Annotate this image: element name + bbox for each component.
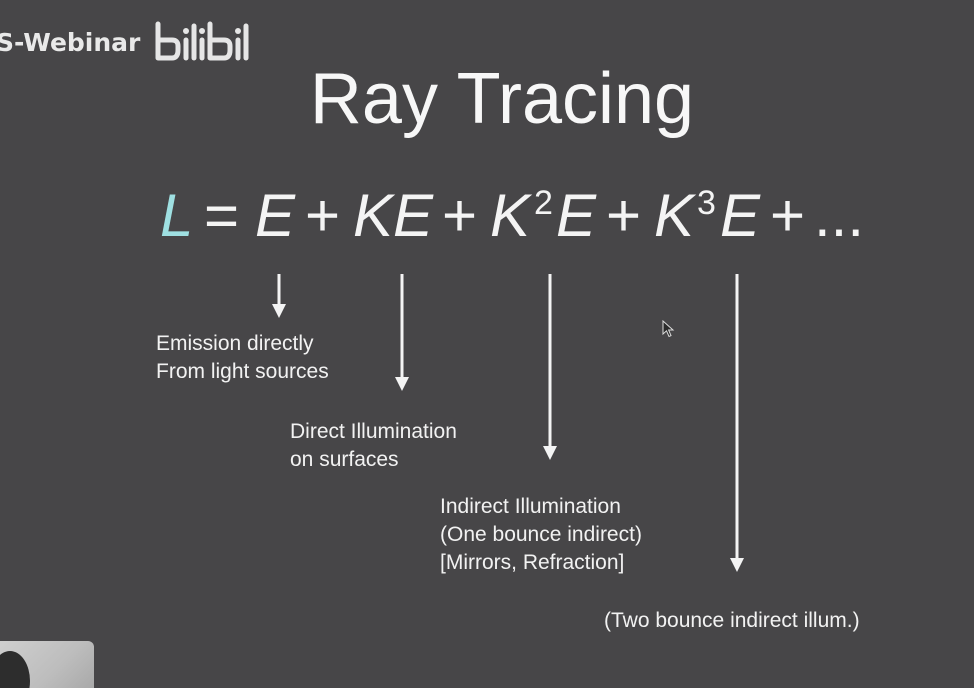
term-1-symbol: E xyxy=(255,182,296,249)
term-4-symbol: E xyxy=(720,182,761,249)
annotation-line: Indirect Illumination xyxy=(440,495,621,518)
arrow-down-icon xyxy=(730,274,744,572)
plus-2: + xyxy=(442,182,478,249)
equation-equals: = xyxy=(204,182,240,249)
watermark: S-Webinar xyxy=(0,20,254,64)
annotation-emission: Emission directly From light sources xyxy=(156,330,329,386)
term-4-coef: K xyxy=(654,182,695,249)
term-3-coef: K xyxy=(490,182,531,249)
annotation-line: Emission directly xyxy=(156,332,314,355)
term-2-symbol: E xyxy=(393,182,434,249)
annotation-direct: Direct Illumination on surfaces xyxy=(290,418,457,474)
annotation-indirect: Indirect Illumination (One bounce indire… xyxy=(440,493,642,577)
equation-lhs: L xyxy=(160,182,194,249)
mouse-pointer-icon xyxy=(662,320,675,338)
webcam-thumbnail xyxy=(0,641,94,688)
term-3-symbol: E xyxy=(556,182,597,249)
annotation-line: Direct Illumination xyxy=(290,420,457,443)
annotation-line: (Two bounce indirect illum.) xyxy=(604,609,860,632)
equation-ellipsis: ... xyxy=(814,182,865,249)
arrow-down-icon xyxy=(543,274,557,460)
arrow-down-icon xyxy=(395,274,409,391)
term-3-exponent: 2 xyxy=(534,184,553,222)
annotation-line: (One bounce indirect) xyxy=(440,523,642,546)
slide-title: Ray Tracing xyxy=(309,59,695,139)
plus-1: + xyxy=(305,182,341,249)
bilibili-logo-icon xyxy=(155,21,249,61)
annotation-line: on surfaces xyxy=(290,448,399,471)
watermark-text: S-Webinar xyxy=(0,27,141,57)
arrow-down-icon xyxy=(272,274,286,318)
plus-3: + xyxy=(606,182,642,249)
annotation-line: From light sources xyxy=(156,360,329,383)
term-4-exponent: 3 xyxy=(697,184,716,222)
annotation-line: [Mirrors, Refraction] xyxy=(440,551,625,574)
plus-4: + xyxy=(770,182,806,249)
webcam-shade xyxy=(0,651,30,688)
term-2-coef: K xyxy=(353,182,394,249)
annotation-two-bounce: (Two bounce indirect illum.) xyxy=(604,607,860,635)
